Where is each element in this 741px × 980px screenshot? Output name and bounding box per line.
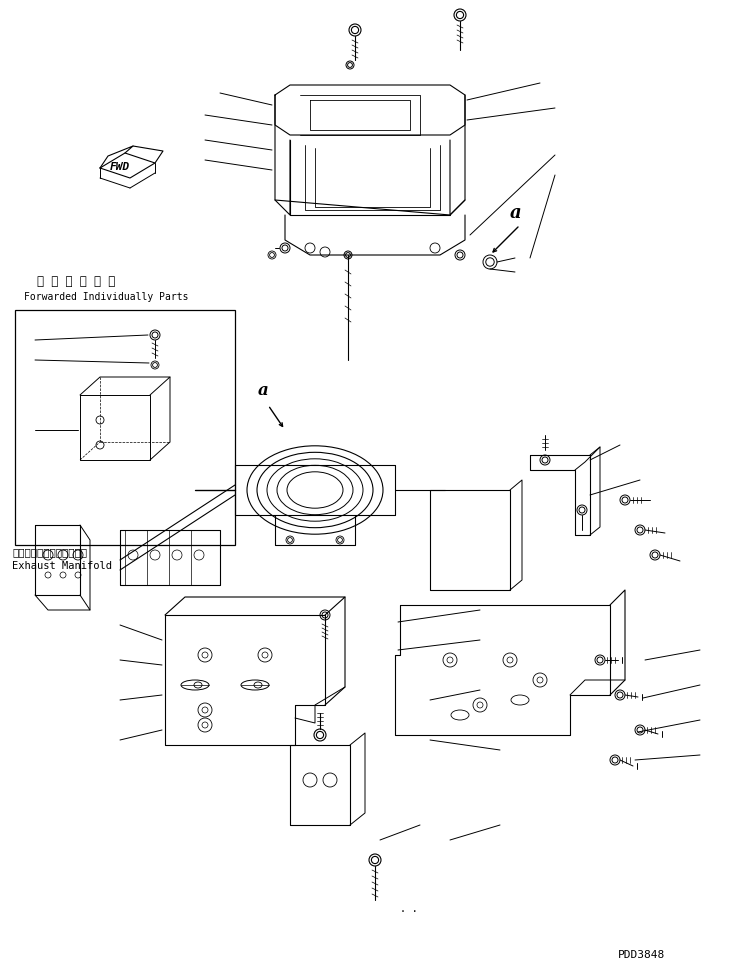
Bar (15, 310, 235, 545)
Text: PDD3848: PDD3848 (618, 950, 665, 960)
Text: FWD: FWD (110, 162, 130, 172)
Text: Exhaust Manifold: Exhaust Manifold (12, 561, 112, 571)
Text: 単 品 発 送 部 品: 単 品 発 送 部 品 (37, 275, 116, 288)
Text: エキゾーストマニホールド: エキゾーストマニホールド (12, 547, 87, 557)
Text: Forwarded Individually Parts: Forwarded Individually Parts (24, 292, 188, 302)
Text: . .: . . (400, 904, 418, 914)
Text: a: a (510, 204, 522, 222)
Text: a: a (258, 382, 269, 399)
